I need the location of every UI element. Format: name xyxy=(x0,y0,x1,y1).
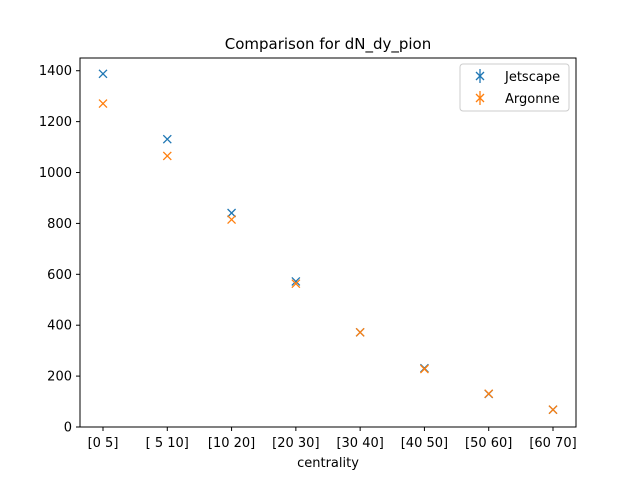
point-jetscape-stroke-b xyxy=(291,276,301,286)
y-tick-label: 600 xyxy=(47,268,72,283)
y-tick-label: 0 xyxy=(64,421,72,436)
x-tick-label: [60 70] xyxy=(529,436,576,451)
x-tick-label: [50 60] xyxy=(465,436,512,451)
point-argonne-stroke-b xyxy=(162,151,172,161)
legend-box xyxy=(459,63,570,112)
y-tick-label: 800 xyxy=(47,217,72,232)
legend-items: Jetscape Argonne xyxy=(475,69,560,107)
point-jetscape-stroke-b xyxy=(98,69,108,79)
legend-item-argonne: Argonne xyxy=(475,91,560,107)
point-argonne xyxy=(355,327,365,337)
point-argonne xyxy=(419,364,429,374)
point-jetscape xyxy=(98,69,108,79)
point-argonne-stroke-b xyxy=(291,279,301,289)
x-tick-label: [40 50] xyxy=(401,436,448,451)
point-jetscape-stroke-b xyxy=(227,208,237,218)
point-jetscape-stroke-b xyxy=(162,134,172,144)
y-tick-label: 400 xyxy=(47,319,72,334)
legend-item-jetscape: Jetscape xyxy=(475,69,560,85)
point-jetscape xyxy=(162,134,172,144)
point-argonne xyxy=(98,99,108,109)
legend: Jetscape Argonne xyxy=(459,63,570,112)
legend-marker-argonne-b xyxy=(475,93,485,103)
legend-marker-jetscape-b xyxy=(475,71,485,81)
x-tick-label: [ 5 10] xyxy=(146,436,189,451)
point-argonne-stroke-b xyxy=(355,327,365,337)
point-argonne xyxy=(548,405,558,415)
y-axis: 0 200 400 600 800 1000 1200 1400 xyxy=(39,64,80,436)
point-jetscape xyxy=(291,276,301,286)
legend-label-argonne: Argonne xyxy=(505,92,560,107)
y-tick-label: 200 xyxy=(47,370,72,385)
point-argonne xyxy=(291,279,301,289)
point-argonne xyxy=(484,389,494,399)
y-tick-label: 1200 xyxy=(39,115,72,130)
point-argonne xyxy=(227,215,237,225)
y-tick-label: 1000 xyxy=(39,166,72,181)
point-argonne-stroke-b xyxy=(98,99,108,109)
x-axis: [0 5] [ 5 10] [10 20] [20 30] [30 40] [40 50]… xyxy=(88,427,577,451)
y-tick-label: 1400 xyxy=(39,64,72,79)
x-tick-label: [0 5] xyxy=(88,436,119,451)
legend-label-jetscape: Jetscape xyxy=(504,70,560,85)
x-tick-label: [10 20] xyxy=(208,436,255,451)
chart-title: Comparison for dN_dy_pion xyxy=(225,35,431,54)
x-tick-label: [20 30] xyxy=(272,436,319,451)
x-tick-label: [30 40] xyxy=(336,436,383,451)
data-points xyxy=(98,69,558,415)
point-jetscape xyxy=(227,208,237,218)
plot-frame xyxy=(79,57,577,428)
point-argonne-stroke-b xyxy=(548,405,558,415)
point-argonne-stroke-b xyxy=(227,215,237,225)
point-argonne-stroke-b xyxy=(419,364,429,374)
point-argonne-stroke-b xyxy=(484,389,494,399)
x-axis-label: centrality xyxy=(297,456,359,471)
point-argonne xyxy=(162,151,172,161)
